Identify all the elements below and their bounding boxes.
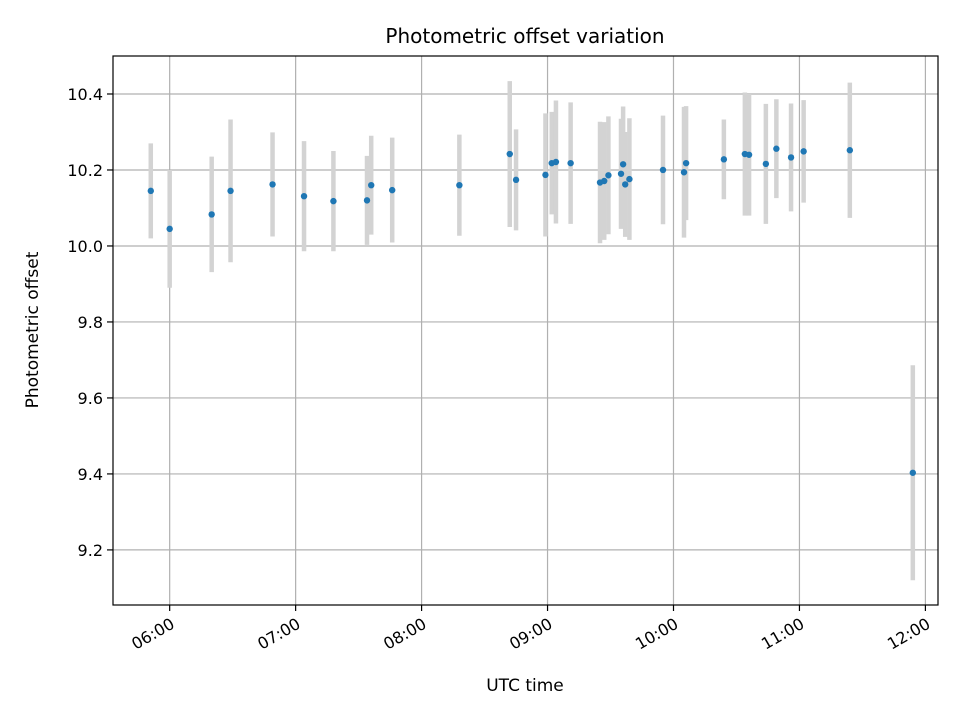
data-point [909, 469, 917, 476]
data-point [601, 177, 608, 185]
y-tick-label: 10.0 [67, 237, 103, 256]
y-tick-label: 10.2 [67, 161, 103, 180]
y-axis-label: Photometric offset [23, 251, 43, 408]
data-point [605, 172, 612, 179]
data-point [659, 166, 667, 174]
y-tick-label: 9.6 [78, 389, 103, 408]
y-tick-label: 9.4 [78, 465, 103, 484]
data-point [680, 169, 688, 176]
y-tick-label: 10.4 [67, 85, 103, 104]
data-points [147, 145, 917, 476]
y-tick-label: 9.8 [78, 313, 103, 332]
data-point [368, 181, 375, 189]
grid [113, 56, 938, 605]
data-point [619, 161, 627, 168]
data-point [227, 187, 234, 195]
data-point [269, 181, 276, 188]
data-point [720, 156, 728, 163]
plot-frame [112, 55, 939, 606]
data-point [800, 148, 807, 155]
data-point [147, 187, 154, 195]
data-point [762, 160, 770, 168]
data-point [208, 211, 215, 218]
data-point [512, 176, 520, 184]
y-axis: 9.2 9.4 9.6 9.8 10.0 10.2 10.4 [67, 85, 113, 560]
data-point [626, 175, 633, 183]
data-point [745, 151, 753, 158]
data-point [542, 171, 549, 179]
data-point [388, 186, 396, 194]
data-point [506, 150, 513, 158]
data-point [617, 170, 625, 177]
data-point [773, 145, 780, 152]
data-point [552, 158, 560, 166]
data-point [456, 181, 463, 189]
data-point [300, 192, 308, 200]
data-point [330, 197, 337, 205]
data-point [787, 154, 795, 161]
data-point [846, 147, 854, 154]
data-point [622, 181, 629, 188]
x-axis-label: UTC time [486, 676, 564, 696]
chart-title: Photometric offset variation [385, 24, 664, 48]
data-point [682, 159, 690, 167]
data-point [363, 197, 371, 204]
data-point [567, 159, 574, 167]
data-point [166, 225, 173, 233]
y-tick-label: 9.2 [78, 541, 103, 560]
